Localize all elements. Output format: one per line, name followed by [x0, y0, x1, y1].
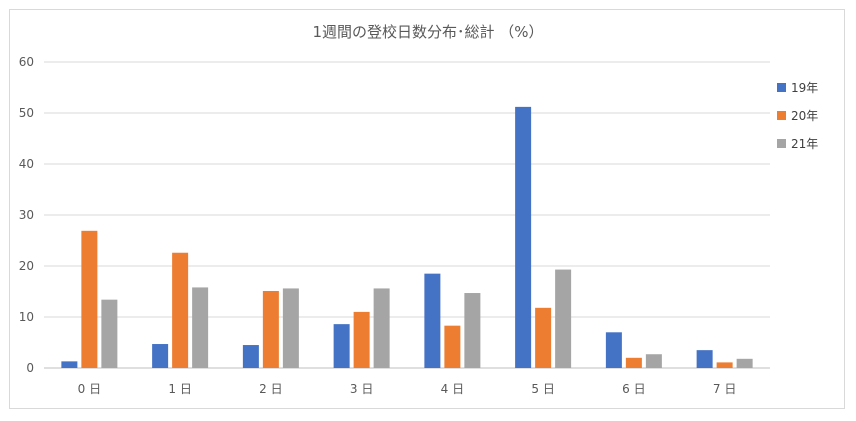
x-tick-label: 3 日: [350, 382, 373, 396]
bar-20年-7: [716, 362, 733, 368]
x-tick-label: 0 日: [78, 382, 101, 396]
bar-20年-1: [172, 252, 189, 368]
bar-21年-6: [645, 354, 662, 368]
y-tick-label: 30: [19, 208, 34, 222]
bar-19年-0: [61, 361, 78, 368]
y-tick-label: 40: [19, 157, 34, 171]
bar-21年-3: [373, 288, 390, 368]
bar-21年-1: [192, 287, 209, 368]
y-axis-tick-labels: 0 10 20 30 40 50 60: [19, 55, 34, 375]
x-tick-label: 7 日: [713, 382, 736, 396]
x-tick-label: 6 日: [622, 382, 645, 396]
legend-swatch: [777, 83, 786, 92]
bar-21年-7: [736, 358, 753, 368]
x-tick-label: 2 日: [259, 382, 282, 396]
bar-20年-5: [535, 307, 552, 368]
bar-21年-2: [282, 288, 299, 368]
x-tick-label: 4 日: [441, 382, 464, 396]
y-tick-label: 10: [19, 310, 34, 324]
bar-21年-0: [101, 299, 118, 368]
bar-19年-2: [242, 345, 259, 368]
bar-21年-4: [464, 293, 481, 368]
y-tick-label: 0: [26, 361, 34, 375]
x-axis-tick-labels: 0 日 1 日 2 日 3 日 4 日 5 日 6 日 7 日: [78, 382, 737, 396]
bar-20年-3: [353, 311, 370, 368]
legend-label: 21年: [791, 137, 818, 151]
legend-swatch: [777, 111, 786, 120]
legend-label: 19年: [791, 81, 818, 95]
y-tick-label: 60: [19, 55, 34, 69]
bar-19年-1: [152, 344, 169, 368]
bar-20年-4: [444, 325, 461, 368]
legend-label: 20年: [791, 109, 818, 123]
y-tick-label: 50: [19, 106, 34, 120]
y-tick-label: 20: [19, 259, 34, 273]
gridlines: [44, 61, 770, 369]
bar-21年-5: [555, 269, 572, 368]
bar-19年-5: [515, 106, 532, 368]
bar-19年-3: [333, 324, 350, 368]
legend: 19年 20年 21年: [777, 81, 818, 151]
bar-19年-7: [696, 350, 713, 368]
bars: [61, 106, 753, 368]
x-tick-label: 1 日: [168, 382, 191, 396]
bar-19年-6: [605, 332, 622, 368]
bar-19年-4: [424, 273, 441, 368]
legend-swatch: [777, 139, 786, 148]
chart-title: 1週間の登校日数分布･総計 （%）: [312, 23, 543, 41]
bar-20年-6: [625, 357, 642, 368]
bar-20年-2: [262, 290, 279, 368]
bar-20年-0: [81, 230, 98, 368]
x-tick-label: 5 日: [531, 382, 554, 396]
